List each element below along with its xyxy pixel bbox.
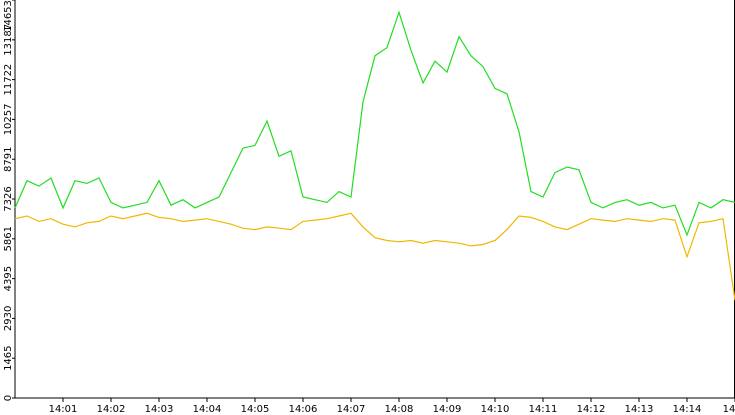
x-tick-label: 14:03 bbox=[145, 404, 174, 415]
x-tick-label: 14:14 bbox=[673, 404, 702, 415]
x-tick-label: 14:10 bbox=[481, 404, 510, 415]
y-tick-label: 8791 bbox=[3, 146, 14, 171]
x-tick-label: 14:04 bbox=[193, 404, 222, 415]
y-tick-label: 7326 bbox=[3, 186, 14, 211]
y-tick-label: 10257 bbox=[3, 103, 14, 135]
y-tick-label: 11722 bbox=[3, 64, 14, 96]
x-tick-label: 14:02 bbox=[97, 404, 126, 415]
y-tick-label: 1465 bbox=[3, 345, 14, 370]
x-tick-label: 14:09 bbox=[433, 404, 462, 415]
x-tick-label: 14:07 bbox=[337, 404, 366, 415]
y-tick-label: 0 bbox=[3, 395, 14, 401]
y-tick-label: 2930 bbox=[3, 306, 14, 331]
x-tick-label: 14:05 bbox=[241, 404, 270, 415]
x-tick-label: 14:06 bbox=[289, 404, 318, 415]
y-tick-label: 5861 bbox=[3, 226, 14, 251]
x-tick-label: 14:01 bbox=[49, 404, 78, 415]
x-tick-label: 14:13 bbox=[625, 404, 654, 415]
y-tick-label: 4395 bbox=[3, 266, 14, 291]
y-tick-label: 14653 bbox=[3, 0, 14, 32]
y-tick-label: 13187 bbox=[3, 24, 14, 56]
x-tick-label: 14:12 bbox=[577, 404, 606, 415]
x-tick-label: 14:08 bbox=[385, 404, 414, 415]
series-line bbox=[14, 10, 735, 237]
series-line bbox=[14, 212, 735, 301]
x-tick-label: 14:11 bbox=[529, 404, 558, 415]
x-tick-label: 14 bbox=[723, 404, 735, 415]
